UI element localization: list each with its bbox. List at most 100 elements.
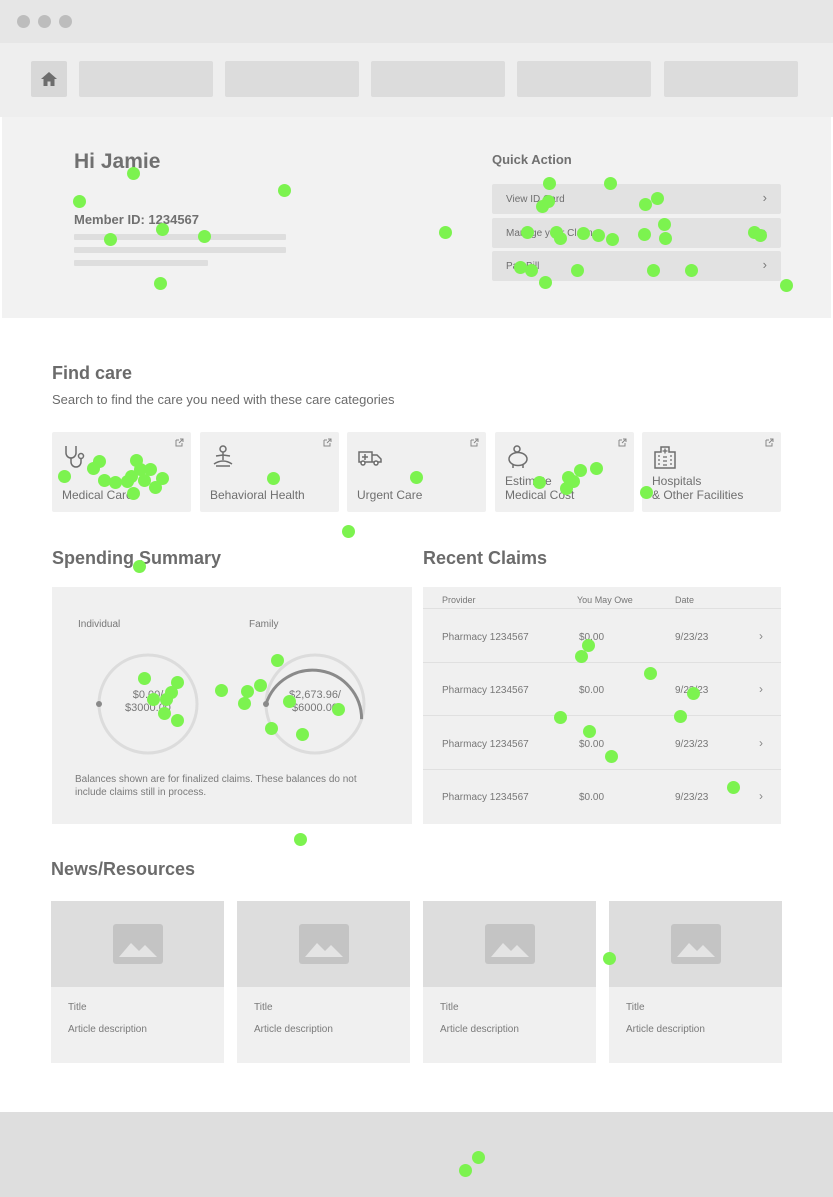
heatmap-dot <box>410 471 423 484</box>
chevron-right-icon: › <box>759 789 763 803</box>
find-care-subtitle: Search to find the care you need with th… <box>52 392 395 407</box>
heatmap-dot <box>754 229 767 242</box>
care-category-label: Behavioral Health <box>210 488 305 502</box>
column-header-owe: You May Owe <box>577 595 633 605</box>
article-image-placeholder <box>51 901 224 987</box>
table-row[interactable]: Pharmacy 1234567 $0.00 9/23/23 › <box>423 663 781 716</box>
quick-action-manage-claims[interactable]: Manage your Claims › <box>492 218 781 248</box>
heatmap-dot <box>554 711 567 724</box>
image-icon <box>484 924 535 964</box>
care-category-estimate-cost[interactable]: Estimate Medical Cost <box>495 432 634 512</box>
table-row[interactable]: Pharmacy 1234567 $0.00 9/23/23 › <box>423 610 781 663</box>
table-row[interactable]: Pharmacy 1234567 $0.00 9/23/23 › <box>423 717 781 770</box>
column-header-date: Date <box>675 595 695 605</box>
heatmap-dot <box>254 679 267 692</box>
heatmap-dot <box>651 192 664 205</box>
nav-tab-2[interactable] <box>225 61 359 97</box>
heatmap-dot <box>267 472 280 485</box>
window-minimize-dot[interactable] <box>38 15 51 28</box>
quick-action-view-id-card[interactable]: View ID Card › <box>492 184 781 214</box>
nav-tab-5[interactable] <box>664 61 798 97</box>
family-spend-amount: $2,673.96/ $6000.00 <box>280 689 350 715</box>
heatmap-dot <box>687 687 700 700</box>
claim-date: 9/23/23 <box>675 792 709 803</box>
window-maximize-dot[interactable] <box>59 15 72 28</box>
heatmap-dot <box>127 487 140 500</box>
heatmap-dot <box>278 184 291 197</box>
care-category-medical-care[interactable]: Medical Care <box>52 432 191 512</box>
external-link-icon <box>323 438 332 447</box>
heatmap-dot <box>659 232 672 245</box>
meditation-icon <box>213 445 233 467</box>
heatmap-dot <box>571 264 584 277</box>
care-category-hospitals[interactable]: Hospitals & Other Facilities <box>642 432 781 512</box>
home-button[interactable] <box>31 61 67 97</box>
article-title: Title <box>254 1002 273 1013</box>
heatmap-dot <box>605 750 618 763</box>
heatmap-dot <box>560 482 573 495</box>
news-card-1[interactable]: Title Article description <box>51 901 224 1063</box>
heatmap-dot <box>590 462 603 475</box>
nav-tab-3[interactable] <box>371 61 505 97</box>
care-category-label: Hospitals & Other Facilities <box>652 474 744 502</box>
home-icon <box>41 72 57 86</box>
heatmap-dot <box>241 685 254 698</box>
claim-owe: $0.00 <box>579 739 605 750</box>
article-title: Title <box>626 1002 645 1013</box>
heatmap-dot <box>639 198 652 211</box>
heatmap-dot <box>127 167 140 180</box>
heatmap-dot <box>73 195 86 208</box>
claim-date: 9/23/23 <box>675 632 709 643</box>
heatmap-dot <box>575 650 588 663</box>
care-category-label: Urgent Care <box>357 488 423 502</box>
claim-owe: $0.00 <box>579 685 605 696</box>
heatmap-dot <box>583 725 596 738</box>
claim-owe: $0.00 <box>579 792 605 803</box>
heatmap-dot <box>283 695 296 708</box>
heatmap-dot <box>149 481 162 494</box>
heatmap-dot <box>727 781 740 794</box>
family-progress-ring <box>263 653 366 755</box>
heatmap-dot <box>606 233 619 246</box>
news-card-2[interactable]: Title Article description <box>237 901 410 1063</box>
page-footer <box>0 1112 833 1197</box>
image-icon <box>112 924 163 964</box>
heatmap-dot <box>525 264 538 277</box>
image-icon <box>298 924 349 964</box>
heatmap-dot <box>342 525 355 538</box>
spending-disclaimer: Balances shown are for finalized claims.… <box>75 774 357 798</box>
heatmap-dot <box>554 232 567 245</box>
nav-tab-4[interactable] <box>517 61 651 97</box>
placeholder-line <box>74 234 286 240</box>
spending-summary-card: Individual Family $0.00/ $3000.00 $2,673… <box>52 587 412 824</box>
table-row[interactable]: Pharmacy 1234567 $0.00 9/23/23 › <box>423 770 781 823</box>
window-close-dot[interactable] <box>17 15 30 28</box>
piggy-bank-icon <box>508 445 528 468</box>
heatmap-dot <box>644 667 657 680</box>
individual-progress-ring <box>96 653 199 755</box>
heatmap-dot <box>198 230 211 243</box>
nav-tab-1[interactable] <box>79 61 213 97</box>
heatmap-dot <box>104 233 117 246</box>
ambulance-icon <box>358 451 382 466</box>
care-category-label: Medical Care <box>62 488 133 502</box>
article-description: Article description <box>626 1024 705 1035</box>
external-link-icon <box>765 438 774 447</box>
heatmap-dot <box>574 464 587 477</box>
stethoscope-icon <box>65 446 85 468</box>
article-image-placeholder <box>423 901 596 987</box>
heatmap-dot <box>533 476 546 489</box>
recent-claims-title: Recent Claims <box>423 548 548 568</box>
article-description: Article description <box>440 1024 519 1035</box>
heatmap-dot <box>215 684 228 697</box>
article-description: Article description <box>68 1024 147 1035</box>
chevron-right-icon: › <box>759 682 763 696</box>
heatmap-dot <box>539 276 552 289</box>
claim-owe: $0.00 <box>579 632 605 643</box>
heatmap-dot <box>158 707 171 720</box>
news-card-4[interactable]: Title Article description <box>609 901 782 1063</box>
heatmap-dot <box>582 639 595 652</box>
table-header: Provider You May Owe Date <box>423 587 781 609</box>
news-card-3[interactable]: Title Article description <box>423 901 596 1063</box>
member-id: Member ID: 1234567 <box>74 212 200 227</box>
